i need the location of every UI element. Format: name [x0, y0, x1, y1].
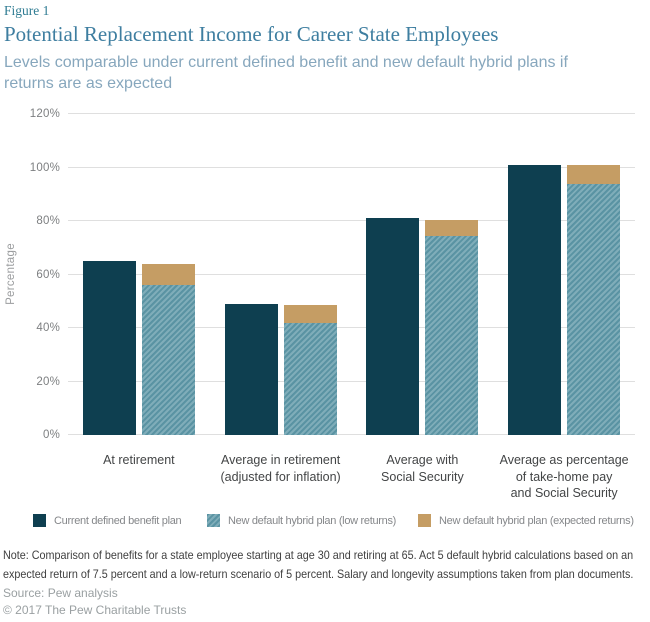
bar-group	[68, 114, 210, 435]
legend-swatch-hatch	[207, 514, 220, 527]
bar-defined-benefit	[224, 303, 278, 435]
y-axis: 0% 20% 40% 60% 80% 100% 120%	[0, 108, 60, 441]
bar-group	[493, 114, 635, 435]
gridline	[68, 166, 635, 168]
note-line-1: Note: Comparison of benefits for a state…	[3, 548, 634, 562]
gridline	[68, 434, 635, 435]
page-title: Potential Replacement Income for Career …	[4, 22, 499, 46]
plot-area	[68, 113, 635, 435]
chart-subtitle: Levels comparable under current defined …	[4, 52, 646, 94]
source-text: Source: Pew analysis	[3, 586, 118, 600]
bar-hybrid-low-returns	[141, 285, 195, 435]
x-axis-label: At retirement	[103, 453, 175, 467]
y-tick-label: 40%	[36, 322, 60, 334]
note-text: Note: Comparison of benefits for a state…	[3, 546, 633, 584]
x-axis-label: Average as percentage of take-home pay a…	[499, 453, 629, 500]
bar-hybrid-expected-returns	[425, 219, 479, 435]
legend-item: New default hybrid plan (expected return…	[418, 514, 634, 527]
bar-defined-benefit	[508, 164, 562, 435]
legend-item: Current defined benefit plan	[33, 514, 182, 527]
y-tick-label: 60%	[36, 268, 60, 281]
gridline	[68, 273, 635, 275]
legend-item: New default hybrid plan (low returns)	[207, 514, 396, 527]
bar-hybrid-low-returns	[567, 183, 621, 435]
bar-hybrid-expected-returns	[283, 305, 337, 435]
subtitle-line-1: Levels comparable under current defined …	[4, 54, 568, 71]
gridline	[68, 380, 635, 382]
copyright-text: © 2017 The Pew Charitable Trusts	[3, 603, 187, 617]
gridline	[68, 113, 635, 114]
y-tick-label: 0%	[42, 429, 60, 441]
x-axis-label: Average with Social Security	[381, 453, 464, 484]
figure-label: Figure 1	[4, 3, 50, 18]
y-tick-label: 80%	[36, 215, 60, 227]
bar-group	[352, 114, 494, 435]
bar-hybrid-low-returns	[283, 322, 337, 435]
bar-group	[210, 114, 352, 435]
y-tick-label: 120%	[29, 108, 60, 120]
bar-hybrid-low-returns	[425, 235, 479, 435]
bar-groups	[68, 114, 635, 435]
bar-hybrid-expected-returns	[141, 263, 195, 435]
legend-swatch-solid	[418, 514, 431, 527]
gridline	[68, 220, 635, 221]
y-tick-label: 20%	[36, 375, 60, 388]
note-line-2: expected return of 7.5 percent and a low…	[3, 567, 634, 581]
legend-label: New default hybrid plan (low returns)	[228, 514, 397, 527]
legend-label: Current defined benefit plan	[54, 514, 182, 527]
gridline	[68, 327, 635, 328]
bar-hybrid-expected-returns	[567, 164, 621, 435]
legend-label: New default hybrid plan (expected return…	[439, 514, 634, 527]
x-axis: At retirement Average in retirement (adju…	[68, 452, 635, 502]
legend: Current defined benefit plan New default …	[0, 514, 650, 532]
y-tick-label: 100%	[29, 161, 60, 174]
bar-defined-benefit	[82, 261, 136, 435]
subtitle-line-2: returns are as expected	[4, 75, 173, 92]
legend-swatch-solid	[33, 514, 46, 527]
bar-defined-benefit	[366, 218, 420, 435]
header: Figure 1 Potential Replacement Income fo…	[4, 3, 646, 94]
x-axis-label: Average in retirement (adjusted for infl…	[220, 453, 341, 484]
chart: Percentage 0% 20% 40% 60% 80% 100% 120% At ret…	[0, 108, 650, 508]
